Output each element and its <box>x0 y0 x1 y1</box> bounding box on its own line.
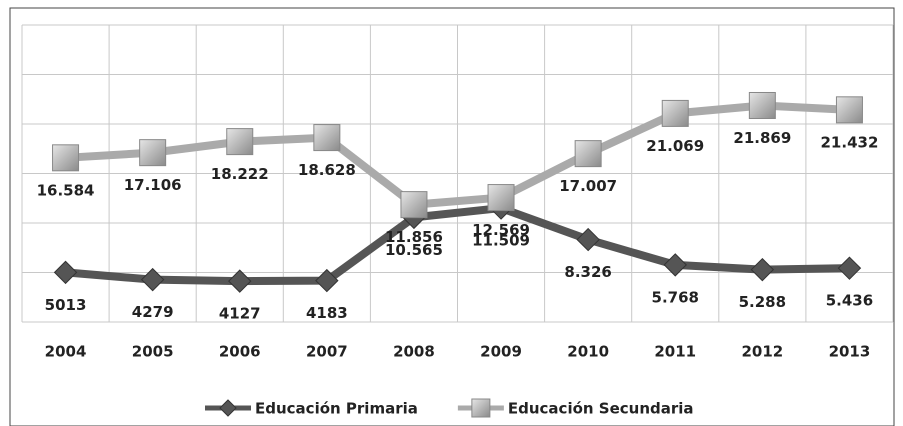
marker <box>663 253 687 277</box>
marker <box>661 99 689 127</box>
data-label: 21.869 <box>733 129 791 147</box>
marker <box>53 260 78 285</box>
legend-marker <box>219 399 237 417</box>
x-tick-label: 2004 <box>45 343 87 361</box>
marker <box>835 96 863 124</box>
data-label: 17.007 <box>559 177 617 195</box>
marker <box>315 268 339 293</box>
data-label: 18.222 <box>211 165 269 183</box>
marker <box>400 191 428 219</box>
marker <box>837 256 862 280</box>
legend-label: Educación Primaria <box>255 400 418 418</box>
data-label: 16.584 <box>37 181 95 199</box>
data-label: 11.509 <box>472 232 530 250</box>
x-tick-label: 2008 <box>393 343 435 361</box>
x-tick-label: 2005 <box>132 343 174 361</box>
marker <box>313 124 341 152</box>
data-label: 5.436 <box>826 292 873 310</box>
marker <box>140 267 165 292</box>
marker <box>748 91 776 119</box>
x-tick-label: 2011 <box>654 343 696 361</box>
data-label: 21.069 <box>646 137 704 155</box>
frame <box>9 7 895 426</box>
series-line <box>65 101 850 209</box>
legend-label: Educación Secundaria <box>508 400 694 418</box>
x-tick-label: 2012 <box>741 343 783 361</box>
x-tick-label: 2007 <box>306 343 348 361</box>
marker <box>487 184 515 212</box>
data-label: 5.288 <box>739 293 786 311</box>
legend-marker <box>471 398 491 418</box>
marker <box>574 140 602 168</box>
data-label: 5013 <box>45 296 87 314</box>
data-label: 10.565 <box>385 241 443 259</box>
data-label: 17.106 <box>124 176 182 194</box>
data-label: 18.628 <box>298 161 356 179</box>
data-label: 21.432 <box>821 133 879 151</box>
data-label: 8.326 <box>564 263 611 281</box>
data-label: 11.856 <box>385 228 443 246</box>
marker <box>52 144 80 172</box>
x-tick-label: 2013 <box>829 343 871 361</box>
series-line <box>65 204 850 286</box>
x-tick-label: 2006 <box>219 343 261 361</box>
marker <box>226 128 254 156</box>
marker <box>139 139 167 167</box>
data-label: 4127 <box>219 305 261 323</box>
data-label: 4279 <box>132 303 174 321</box>
data-label: 12.569 <box>472 221 530 239</box>
data-label: 4183 <box>306 304 348 322</box>
x-tick-label: 2009 <box>480 343 522 361</box>
x-tick-label: 2010 <box>567 343 609 361</box>
marker <box>576 227 600 252</box>
marker <box>750 257 775 282</box>
data-label: 5.768 <box>652 288 699 306</box>
marker <box>228 269 252 293</box>
